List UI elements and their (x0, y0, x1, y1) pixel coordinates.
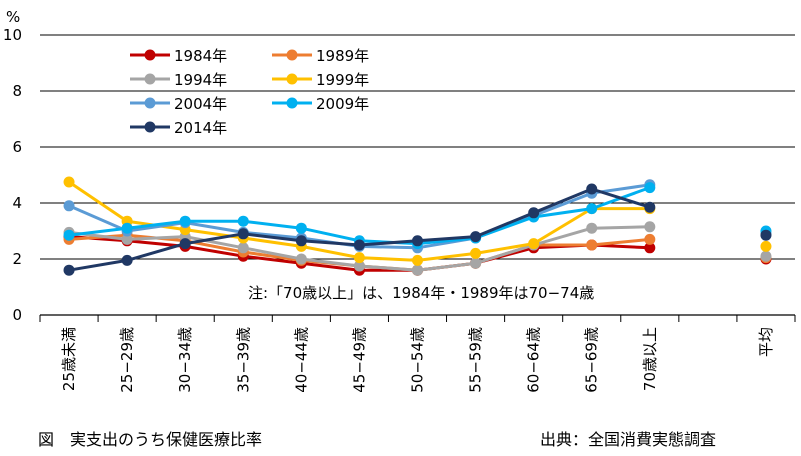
data-point (353, 252, 365, 264)
y-tick-label: 4 (12, 194, 22, 212)
y-tick-label: 0 (12, 306, 22, 324)
data-point (528, 207, 540, 219)
x-tick-label: 平均 (757, 327, 775, 357)
y-unit-label: % (6, 8, 20, 26)
y-tick-label: 2 (12, 250, 22, 268)
data-point (353, 239, 365, 251)
x-tick-label: 65−69歳 (583, 327, 601, 393)
source-caption: 出典：全国消費実態調査 (540, 430, 717, 449)
chart-annotation: 注:「70歳以上」は、1984年・1989年は70−74歳 (248, 284, 594, 302)
legend-marker (144, 97, 156, 109)
legend-label: 1994年 (174, 71, 227, 89)
axes (39, 314, 796, 322)
data-point (295, 253, 307, 265)
gridlines (40, 34, 795, 260)
data-point (644, 221, 656, 233)
data-point (644, 201, 656, 213)
data-point (412, 254, 423, 266)
y-tick-label: 10 (3, 26, 22, 44)
data-point (121, 222, 133, 234)
data-point (179, 215, 191, 227)
data-point (237, 215, 249, 227)
legend: 1984年 1989年 1994年 1999年 2004年 2009年 2014年 (130, 47, 369, 137)
data-point (237, 242, 249, 254)
legend-label: 1984年 (174, 47, 227, 65)
legend-marker (286, 73, 298, 85)
figure-caption: 図 実支出のうち保健医療比率 (38, 430, 263, 449)
legend-marker (144, 73, 156, 85)
data-point (470, 231, 482, 243)
x-tick-label: 40−44歳 (292, 327, 310, 393)
data-point (586, 183, 598, 195)
data-point (295, 235, 307, 247)
data-point (760, 229, 772, 241)
data-point (644, 182, 656, 194)
data-point (295, 222, 307, 234)
x-tick-label: 70歳以上 (641, 327, 659, 391)
x-tick-label: 35−39歳 (234, 327, 252, 393)
y-tick-label: 8 (12, 82, 22, 100)
data-point (528, 238, 540, 250)
y-tick-labels: 0 2 4 6 8 10 (3, 26, 22, 324)
legend-marker (286, 97, 298, 109)
legend-label: 1999年 (316, 71, 369, 89)
data-point (179, 238, 191, 250)
data-point (353, 260, 365, 272)
data-point (586, 222, 598, 234)
legend-label: 1989年 (316, 47, 369, 65)
data-point (121, 233, 133, 245)
x-tick-label: 25−29歳 (118, 327, 136, 393)
x-tick-label: 60−64歳 (525, 327, 543, 393)
data-point (644, 242, 656, 254)
series-lines (63, 176, 772, 276)
data-point (63, 229, 75, 241)
data-point (63, 176, 75, 188)
x-tick-label: 50−54歳 (409, 327, 427, 393)
data-point (412, 235, 423, 247)
data-point (412, 264, 423, 276)
x-tick-label: 55−59歳 (467, 327, 485, 393)
legend-marker (144, 49, 156, 61)
data-point (63, 200, 75, 212)
data-point (470, 247, 482, 259)
data-point (470, 257, 482, 269)
legend-label: 2014年 (174, 119, 227, 137)
x-tick-labels: 25歳未満 25−29歳 30−34歳 35−39歳 40−44歳 45−49歳 50−54… (60, 327, 775, 393)
legend-label: 2009年 (316, 95, 369, 113)
data-point (237, 228, 249, 240)
data-point (760, 250, 772, 262)
data-point (586, 203, 598, 215)
data-point (760, 240, 772, 252)
data-point (121, 254, 133, 266)
legend-marker (286, 49, 298, 61)
data-point (644, 233, 656, 245)
x-tick-label: 25歳未満 (60, 327, 78, 391)
y-tick-label: 6 (12, 138, 22, 156)
x-tick-label: 45−49歳 (350, 327, 368, 393)
legend-marker (144, 121, 156, 133)
line-chart: 0 2 4 6 8 10 25歳未満 25−29歳 30−34歳 35−39歳 40−44歳 45−… (3, 8, 796, 393)
legend-label: 2004年 (174, 95, 227, 113)
data-point (63, 264, 75, 276)
data-point (586, 239, 598, 251)
x-tick-label: 30−34歳 (176, 327, 194, 393)
